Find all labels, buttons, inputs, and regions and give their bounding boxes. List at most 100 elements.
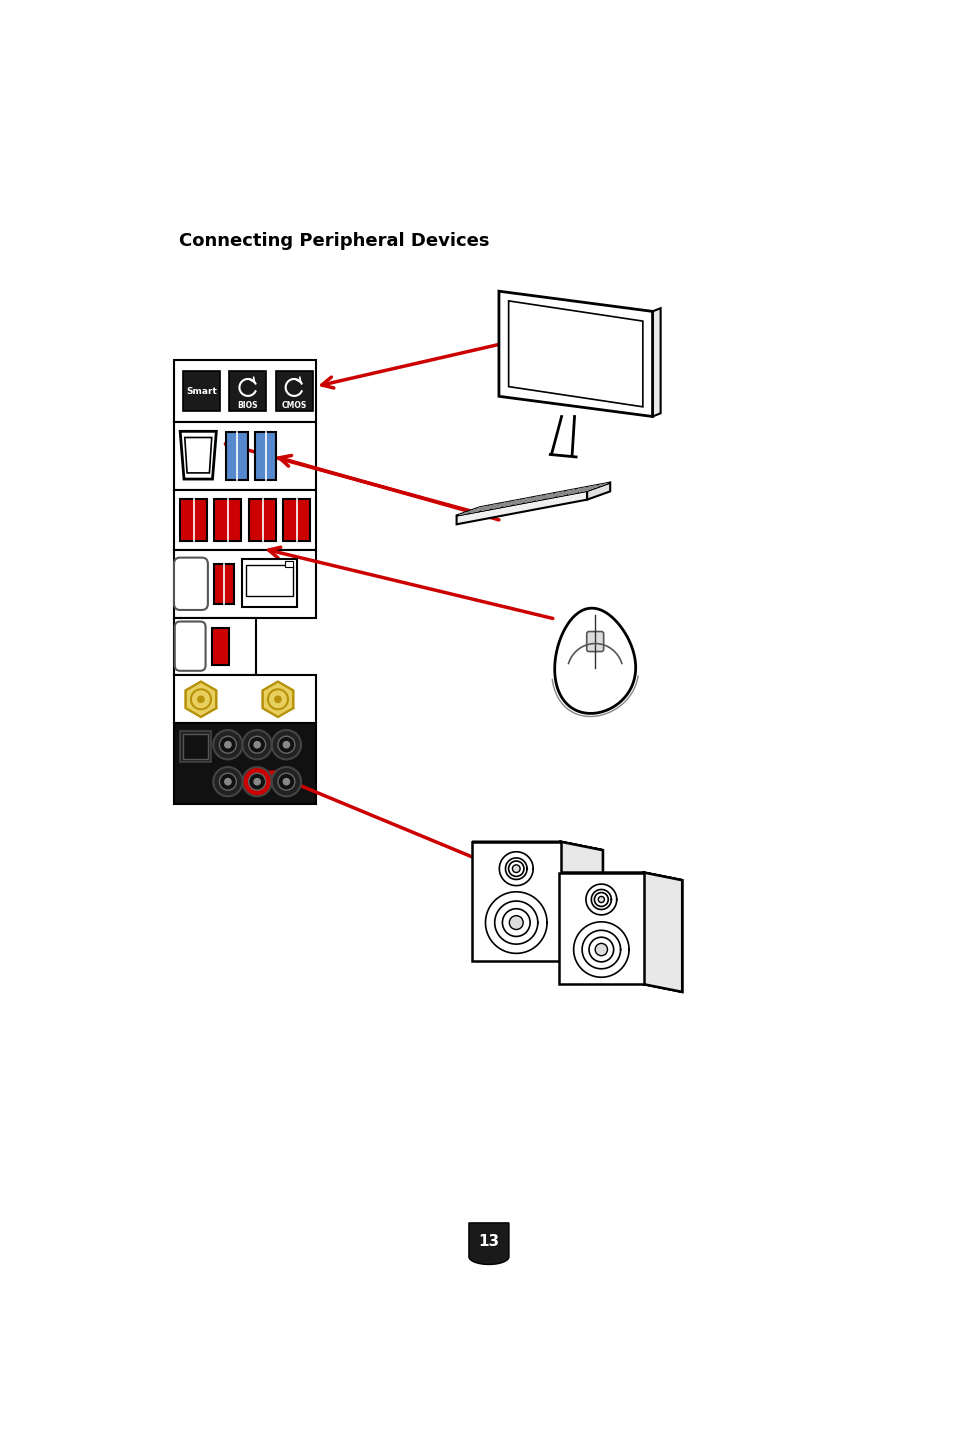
Polygon shape [643,872,681,992]
Polygon shape [643,872,681,992]
Polygon shape [197,696,205,703]
Bar [226,432,248,480]
Bar [173,676,316,723]
Polygon shape [492,507,501,508]
Polygon shape [551,494,560,497]
Polygon shape [588,487,598,488]
FancyBboxPatch shape [174,621,205,670]
Polygon shape [529,498,538,501]
Polygon shape [559,491,570,494]
Circle shape [509,915,522,929]
Circle shape [219,773,236,790]
Polygon shape [560,842,602,969]
Bar [254,432,276,480]
Polygon shape [520,498,531,500]
Text: Connecting Peripheral Devices: Connecting Peripheral Devices [179,232,490,251]
Polygon shape [473,507,482,510]
Polygon shape [564,490,575,491]
FancyBboxPatch shape [586,632,603,652]
Polygon shape [542,494,553,495]
Polygon shape [577,488,587,491]
Polygon shape [572,490,582,493]
Polygon shape [512,501,521,503]
Polygon shape [535,498,545,500]
Circle shape [219,736,236,753]
Polygon shape [488,504,498,505]
Polygon shape [643,872,681,992]
Polygon shape [180,431,216,480]
Polygon shape [560,842,602,969]
Text: 13: 13 [477,1234,499,1249]
Polygon shape [560,842,602,969]
Polygon shape [505,501,516,504]
Polygon shape [517,501,528,503]
Bar [183,371,220,411]
Polygon shape [475,508,484,511]
Polygon shape [652,308,659,417]
FancyBboxPatch shape [173,557,208,610]
Polygon shape [527,497,537,500]
Text: CMOS: CMOS [281,401,307,410]
Circle shape [598,896,604,902]
Polygon shape [558,872,681,881]
Polygon shape [546,495,556,498]
Circle shape [277,736,294,753]
Bar [213,500,241,541]
Polygon shape [522,498,533,501]
Polygon shape [485,507,496,510]
Polygon shape [592,485,602,487]
Circle shape [595,944,607,955]
Polygon shape [571,490,580,491]
Bar [249,500,276,541]
Text: Smart: Smart [186,387,217,395]
Polygon shape [495,504,504,505]
Polygon shape [472,842,560,961]
Polygon shape [597,483,607,485]
Circle shape [588,937,613,962]
Bar [183,735,208,759]
Circle shape [213,730,242,759]
Polygon shape [497,504,506,507]
Polygon shape [524,500,534,503]
Circle shape [594,892,608,906]
Polygon shape [549,493,558,495]
Polygon shape [561,493,571,494]
Circle shape [253,778,261,786]
Bar [283,500,310,541]
Polygon shape [517,500,526,501]
Polygon shape [274,696,281,703]
Polygon shape [502,504,513,507]
Polygon shape [459,513,469,516]
Polygon shape [456,491,586,524]
Bar [229,371,266,411]
Polygon shape [557,494,567,497]
Circle shape [277,773,294,790]
Circle shape [242,768,272,796]
Polygon shape [185,438,212,473]
Polygon shape [470,510,479,513]
Circle shape [272,768,301,796]
Polygon shape [566,491,576,493]
Polygon shape [586,485,596,488]
Polygon shape [477,505,487,508]
Bar [241,558,297,607]
Bar [275,371,313,411]
Text: BIOS: BIOS [237,401,258,410]
Polygon shape [456,483,610,516]
Polygon shape [498,291,652,417]
Circle shape [512,865,519,872]
Polygon shape [483,505,494,508]
Bar [173,723,316,803]
Polygon shape [583,488,593,491]
Polygon shape [480,508,491,511]
Bar [213,629,229,666]
Circle shape [213,768,242,796]
Polygon shape [507,503,517,505]
Polygon shape [539,497,550,498]
Circle shape [272,730,301,759]
Polygon shape [510,500,519,503]
Polygon shape [544,495,554,497]
Polygon shape [532,495,541,498]
Polygon shape [472,842,602,851]
Circle shape [502,909,530,937]
